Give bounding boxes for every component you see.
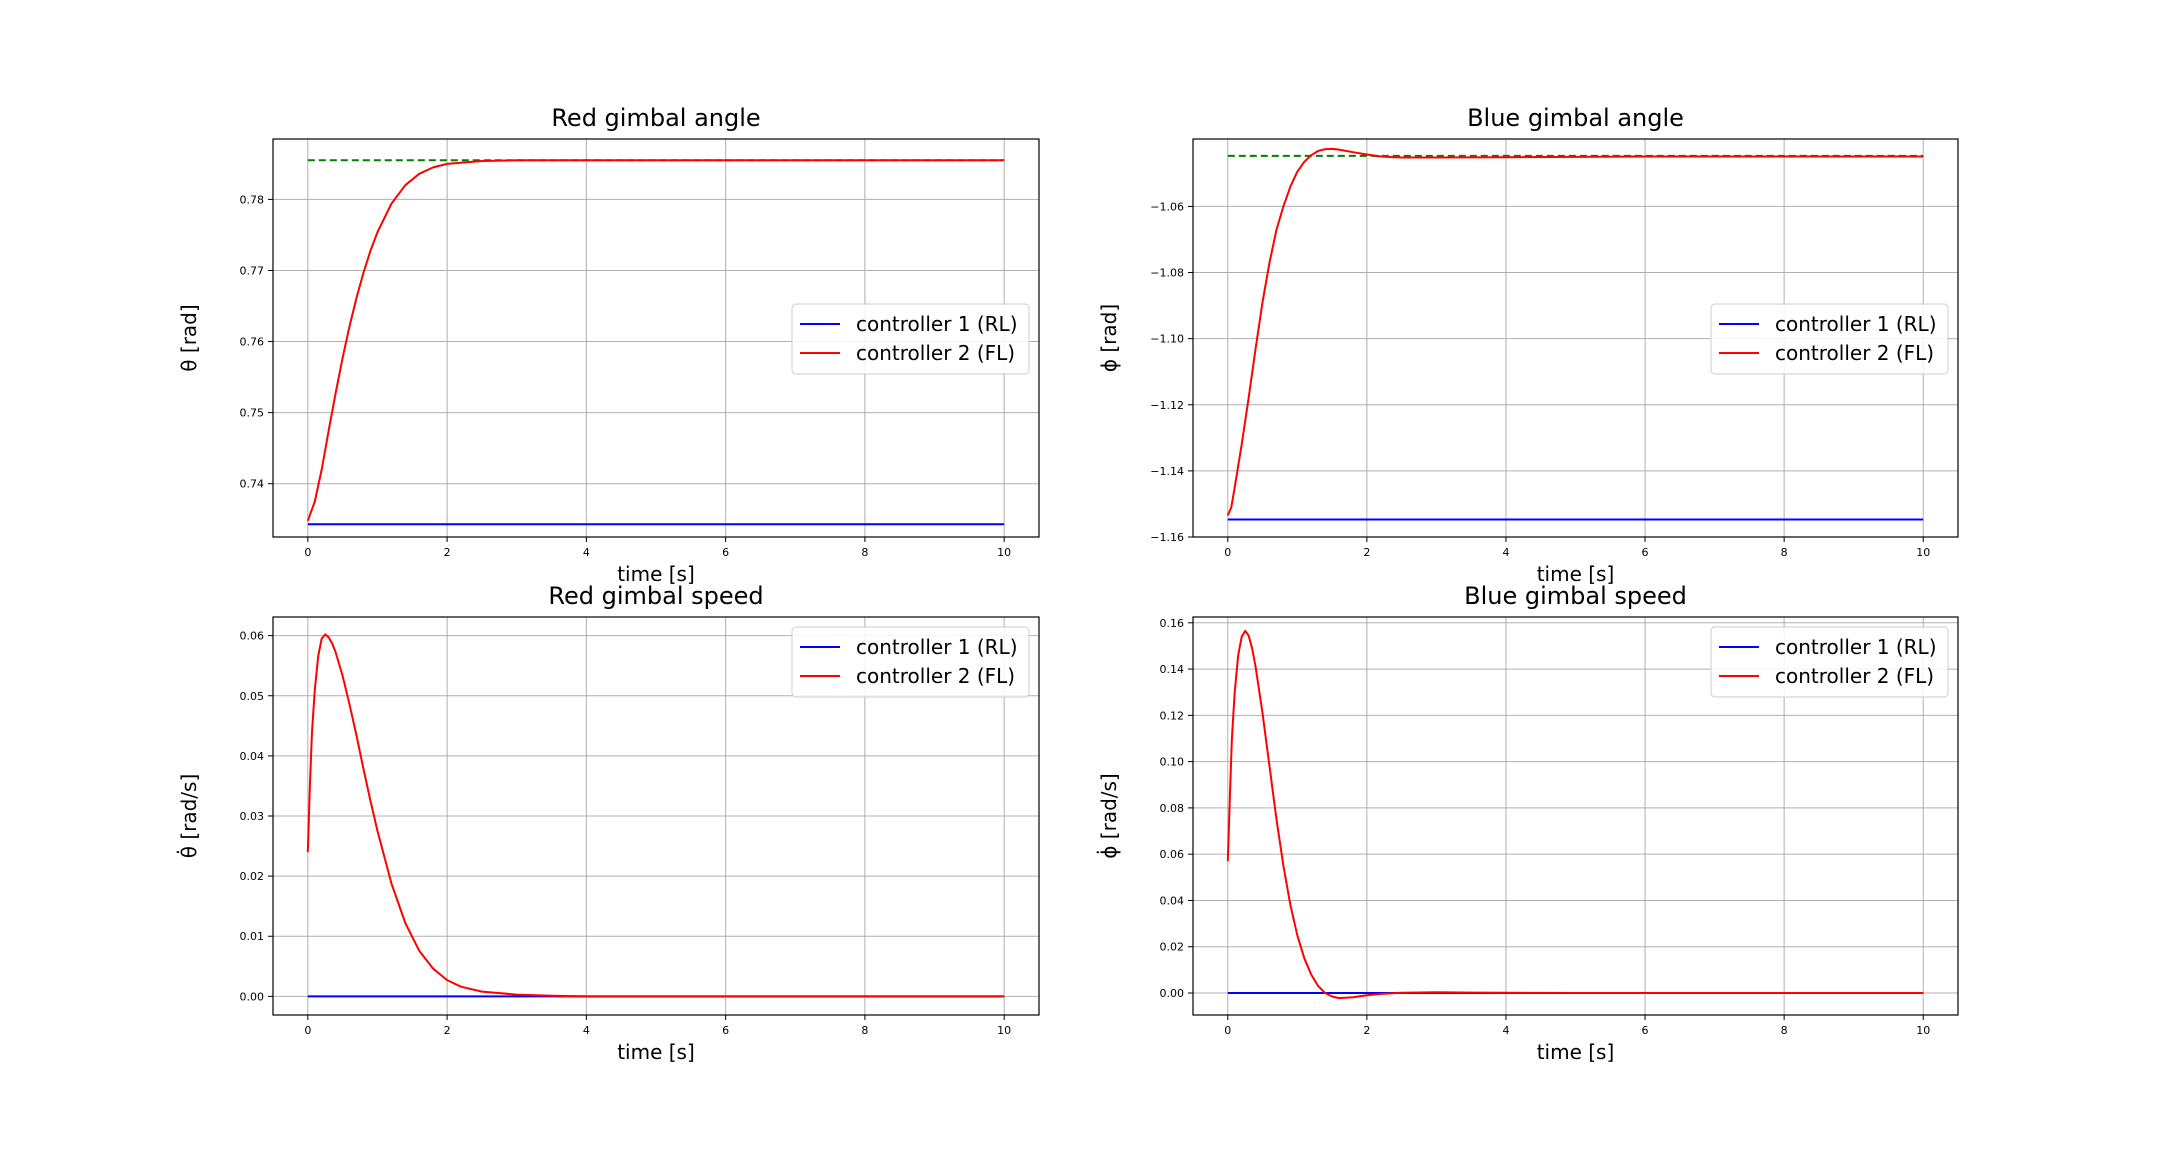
y-axis-label: θ̇ [rad/s] xyxy=(176,774,201,859)
chart-panel-4: 0 2 4 6 8 10 0.00 0.02 0.04 0.06 0.08 0.10 0.12 0.14 0… xyxy=(1096,582,1959,1064)
x-tick-label: 8 xyxy=(861,1024,868,1037)
x-tick-label: 10 xyxy=(997,1024,1011,1037)
chart-title: Blue gimbal angle xyxy=(1467,104,1684,132)
y-tick-label: 0.76 xyxy=(240,336,265,349)
x-tick-label: 0 xyxy=(1224,1024,1231,1037)
y-tick-label: 0.02 xyxy=(1160,941,1185,954)
y-tick-label: 0.12 xyxy=(1160,709,1185,722)
legend: controller 1 (RL) controller 2 (FL) xyxy=(1710,626,1949,698)
y-tick-label: 0.04 xyxy=(240,750,265,763)
chart-title: Red gimbal angle xyxy=(551,104,760,132)
legend-label: controller 2 (FL) xyxy=(856,664,1015,688)
x-tick-label: 10 xyxy=(997,546,1011,559)
y-tick-label: 0.00 xyxy=(240,990,265,1003)
x-axis-label: time [s] xyxy=(617,1040,695,1064)
y-tick-label: 0.75 xyxy=(240,407,265,420)
axes-frame xyxy=(272,138,1040,538)
y-tick-label: 0.06 xyxy=(1160,848,1185,861)
y-tick-label: 0.08 xyxy=(1160,802,1185,815)
legend-label: controller 2 (FL) xyxy=(1775,664,1934,688)
series-line-2 xyxy=(306,633,1005,998)
chart-panel-1: 0 2 4 6 8 10 0.74 0.75 0.76 0.77 0.78 Red gimbal an… xyxy=(177,104,1040,586)
x-tick-label: 4 xyxy=(583,1024,590,1037)
y-tick-label: −1.08 xyxy=(1150,267,1184,280)
x-tick-label: 8 xyxy=(1781,546,1788,559)
chart-title: Blue gimbal speed xyxy=(1464,582,1687,610)
x-tick-label: 6 xyxy=(722,1024,729,1037)
y-axis-label: ϕ [rad] xyxy=(1097,304,1121,372)
legend-label: controller 2 (FL) xyxy=(856,341,1015,365)
chart-panel-2: 0 2 4 6 8 10 −1.16 −1.14 −1.12 −1.10 −1.08 −1.06 Blu… xyxy=(1097,104,1959,586)
x-tick-label: 0 xyxy=(304,546,311,559)
series-line-2 xyxy=(1226,147,1924,516)
legend-label: controller 2 (FL) xyxy=(1775,341,1934,365)
x-tick-label: 4 xyxy=(1502,1024,1509,1037)
x-tick-label: 0 xyxy=(1224,546,1231,559)
axes-frame xyxy=(1192,616,1959,1016)
x-tick-label: 6 xyxy=(1642,546,1649,559)
legend: controller 1 (RL) controller 2 (FL) xyxy=(791,626,1030,698)
x-tick-label: 2 xyxy=(444,1024,451,1037)
x-tick-label: 8 xyxy=(1781,1024,1788,1037)
y-tick-label: −1.16 xyxy=(1150,531,1184,544)
chart-panel-3: 0 2 4 6 8 10 0.00 0.01 0.02 0.03 0.04 0.05 0.06 Red g… xyxy=(176,582,1040,1064)
x-tick-label: 6 xyxy=(1642,1024,1649,1037)
legend-box xyxy=(1710,303,1949,375)
x-axis-label: time [s] xyxy=(617,562,695,586)
y-tick-label: 0.01 xyxy=(240,930,265,943)
x-tick-label: 2 xyxy=(444,546,451,559)
y-tick-label: −1.10 xyxy=(1150,333,1184,346)
x-axis-label: time [s] xyxy=(1537,1040,1615,1064)
series-line-2 xyxy=(306,159,1005,522)
x-tick-label: 8 xyxy=(861,546,868,559)
y-tick-label: 0.78 xyxy=(240,193,265,206)
y-tick-label: 0.00 xyxy=(1160,987,1185,1000)
y-tick-label: 0.06 xyxy=(240,630,265,643)
series-line-2 xyxy=(1226,629,1924,1000)
legend-label: controller 1 (RL) xyxy=(856,312,1018,336)
y-axis-label: ϕ̇ [rad/s] xyxy=(1096,773,1121,859)
x-tick-label: 4 xyxy=(583,546,590,559)
x-tick-label: 2 xyxy=(1363,546,1370,559)
x-tick-label: 0 xyxy=(304,1024,311,1037)
y-tick-label: 0.10 xyxy=(1160,756,1185,769)
y-tick-label: −1.12 xyxy=(1150,399,1184,412)
legend-label: controller 1 (RL) xyxy=(1775,312,1937,336)
x-axis-label: time [s] xyxy=(1537,562,1615,586)
y-tick-label: −1.06 xyxy=(1150,200,1184,213)
x-tick-label: 10 xyxy=(1916,546,1930,559)
chart-title: Red gimbal speed xyxy=(548,582,763,610)
y-tick-label: 0.74 xyxy=(240,478,265,491)
y-tick-label: 0.02 xyxy=(240,870,265,883)
y-tick-label: 0.77 xyxy=(240,264,265,277)
x-tick-label: 10 xyxy=(1916,1024,1930,1037)
x-tick-label: 6 xyxy=(722,546,729,559)
y-tick-label: 0.14 xyxy=(1160,663,1185,676)
y-tick-label: 0.04 xyxy=(1160,894,1185,907)
y-tick-label: 0.05 xyxy=(240,690,265,703)
legend-label: controller 1 (RL) xyxy=(1775,635,1937,659)
y-tick-label: 0.16 xyxy=(1160,617,1185,630)
legend: controller 1 (RL) controller 2 (FL) xyxy=(791,303,1030,375)
x-tick-label: 2 xyxy=(1363,1024,1370,1037)
axes-frame xyxy=(1192,138,1959,538)
y-tick-label: −1.14 xyxy=(1150,465,1184,478)
y-tick-label: 0.03 xyxy=(240,810,265,823)
legend-label: controller 1 (RL) xyxy=(856,635,1018,659)
legend-box xyxy=(791,626,1030,698)
legend: controller 1 (RL) controller 2 (FL) xyxy=(1710,303,1949,375)
x-tick-label: 4 xyxy=(1502,546,1509,559)
y-axis-label: θ [rad] xyxy=(177,304,201,371)
legend-box xyxy=(791,303,1030,375)
legend-box xyxy=(1710,626,1949,698)
